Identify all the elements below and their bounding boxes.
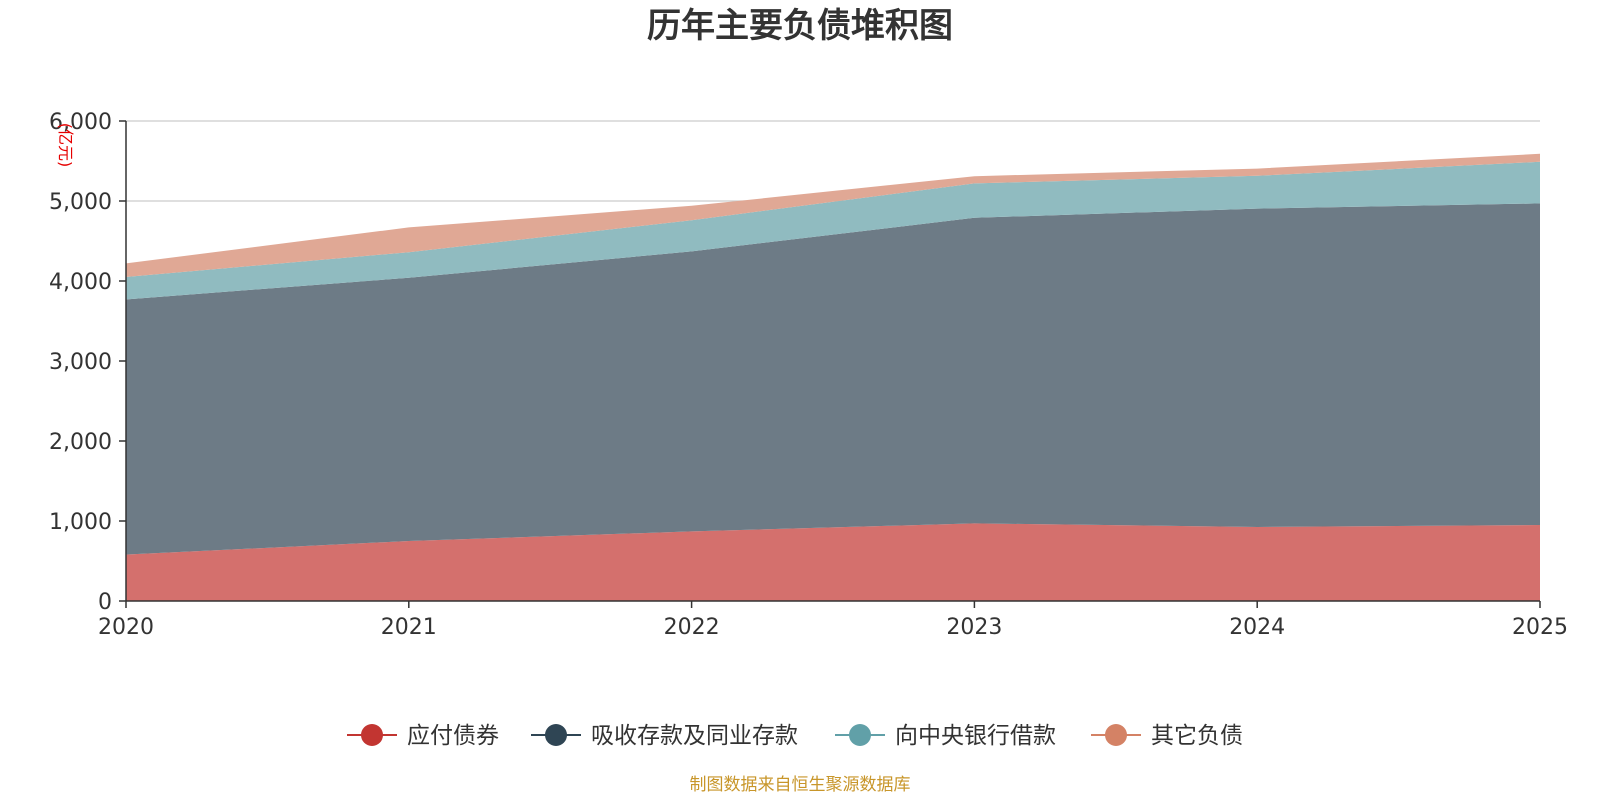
legend-item-应付债券[interactable]: 应付债券 bbox=[347, 723, 499, 749]
y-tick-label: 5,000 bbox=[49, 190, 112, 215]
y-tick-label: 0 bbox=[98, 590, 112, 615]
legend-label: 向中央银行借款 bbox=[895, 723, 1056, 749]
legend-marker bbox=[545, 724, 567, 746]
chart-title: 历年主要负债堆积图 bbox=[647, 6, 953, 46]
area-向中央银行借款[interactable] bbox=[126, 161, 1540, 300]
x-tick-label: 2025 bbox=[1512, 615, 1568, 640]
legend-label: 其它负债 bbox=[1151, 723, 1243, 749]
x-tick-label: 2022 bbox=[664, 615, 720, 640]
area-吸收存款及同业存款[interactable] bbox=[126, 203, 1540, 555]
data-source-note: 制图数据来自恒生聚源数据库 bbox=[690, 775, 911, 795]
y-tick-label: 1,000 bbox=[49, 510, 112, 535]
x-tick-label: 2023 bbox=[946, 615, 1002, 640]
x-tick-label: 2020 bbox=[98, 615, 154, 640]
legend[interactable]: 应付债券 吸收存款及同业存款 向中央银行借款 其它负债 bbox=[347, 723, 1243, 749]
area-应付债券[interactable] bbox=[126, 523, 1540, 601]
area-series bbox=[126, 153, 1540, 601]
legend-label: 吸收存款及同业存款 bbox=[591, 723, 798, 749]
y-axis-unit-label: (亿元) bbox=[56, 123, 75, 168]
legend-marker bbox=[361, 724, 383, 746]
x-tick-label: 2024 bbox=[1229, 615, 1285, 640]
x-tick-label: 2021 bbox=[381, 615, 437, 640]
legend-marker bbox=[1105, 724, 1127, 746]
y-tick-label: 3,000 bbox=[49, 350, 112, 375]
y-tick-label: 4,000 bbox=[49, 270, 112, 295]
y-tick-label: 2,000 bbox=[49, 430, 112, 455]
y-tick-label: 6,000 bbox=[49, 110, 112, 135]
legend-label: 应付债券 bbox=[407, 723, 499, 749]
legend-marker bbox=[849, 724, 871, 746]
axes: 0 1,000 2,000 3,000 4,000 5,000 6,000 2020 2021 2… bbox=[49, 110, 1568, 640]
legend-item-其它负债[interactable]: 其它负债 bbox=[1091, 723, 1243, 749]
legend-item-吸收存款及同业存款[interactable]: 吸收存款及同业存款 bbox=[531, 723, 798, 749]
legend-item-向中央银行借款[interactable]: 向中央银行借款 bbox=[835, 723, 1056, 749]
area-其它负债[interactable] bbox=[126, 153, 1540, 277]
